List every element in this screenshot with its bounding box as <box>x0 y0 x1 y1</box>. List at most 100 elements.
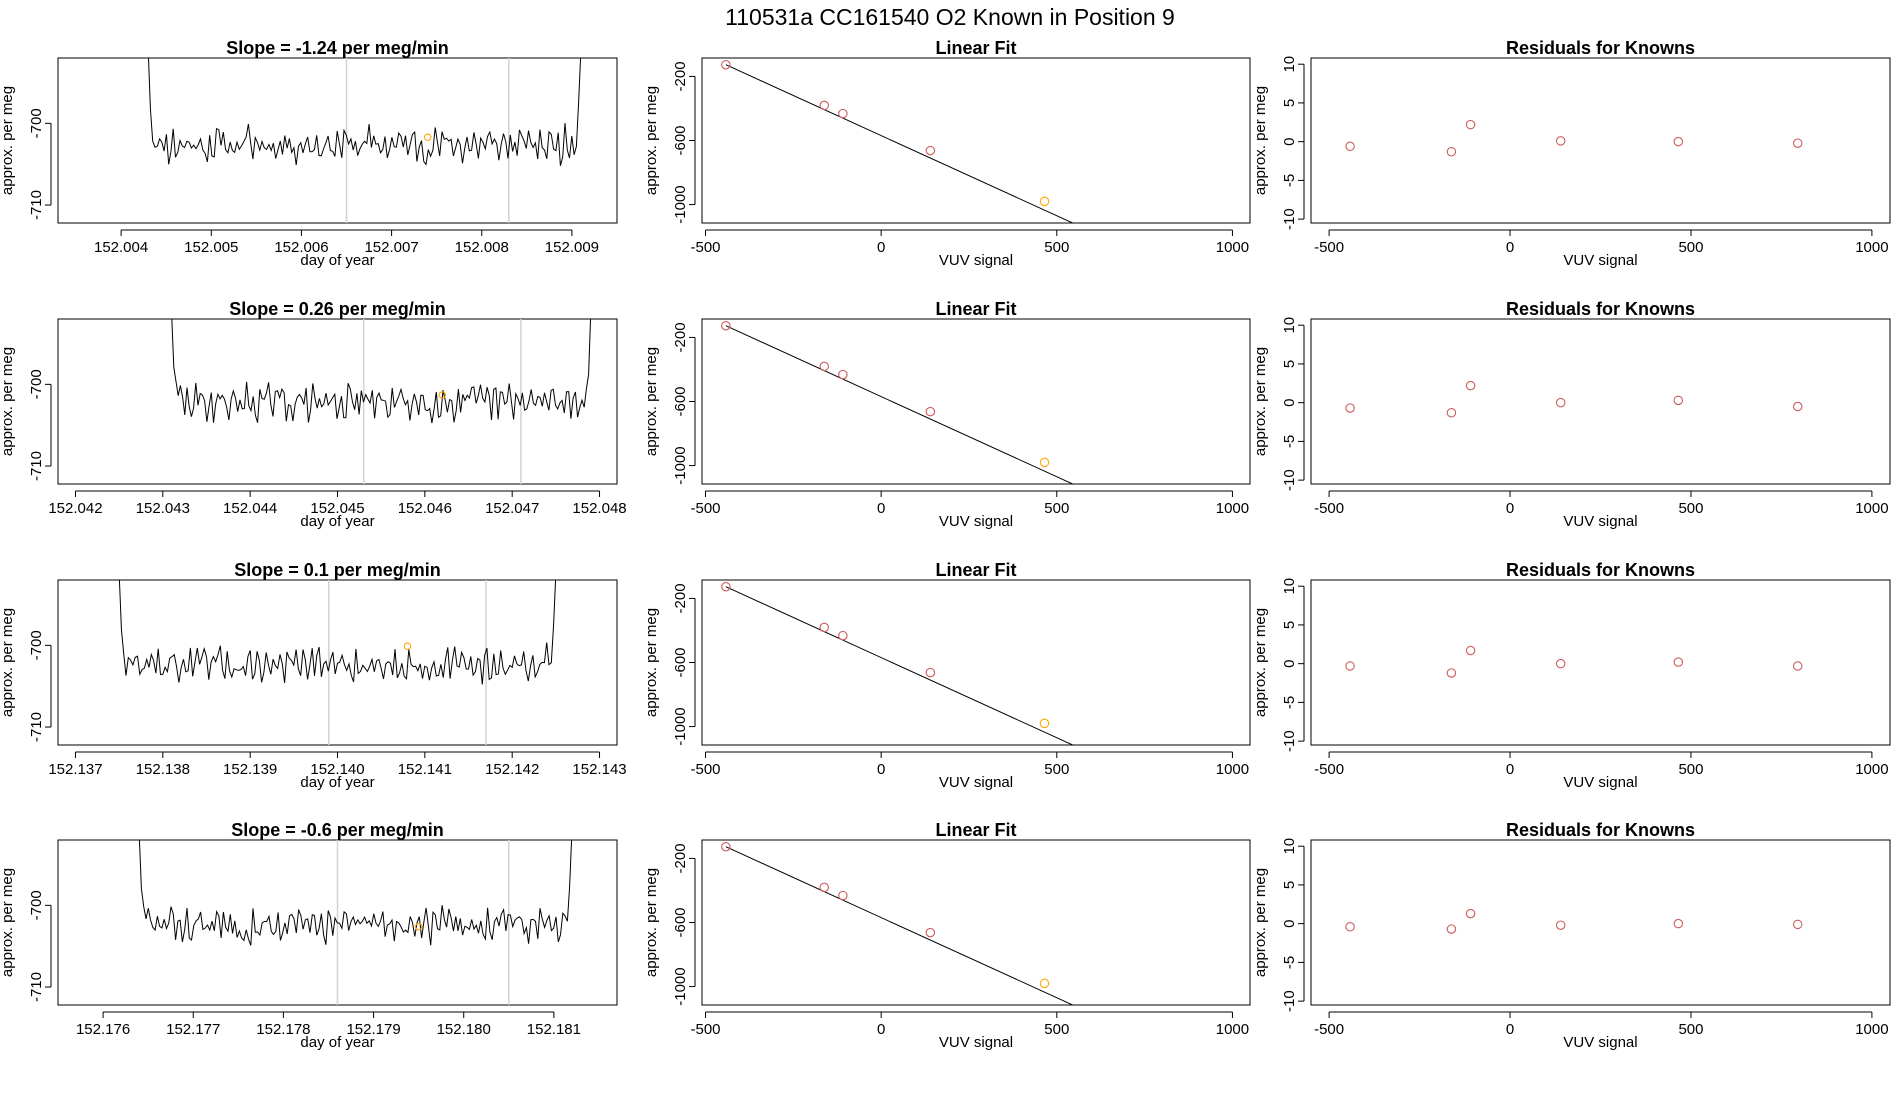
y-tick-label: 0 <box>1281 659 1298 667</box>
x-tick-label: 1000 <box>1855 239 1888 256</box>
panel-3-3: Residuals for Knowns -500 0 500 1000 VUV sign… <box>1252 560 1891 791</box>
plot-frame <box>1310 839 1891 1006</box>
plot-area <box>721 581 1164 777</box>
panel-2-1: Slope = 0.26 per meg/min 152.042 152.043 15… <box>0 299 627 530</box>
x-axis-label: VUV signal <box>939 513 1013 530</box>
y-tick-label: -700 <box>28 890 45 920</box>
panel-title: Slope = 0.26 per meg/min <box>229 299 446 319</box>
x-tick-label: -500 <box>1314 500 1344 517</box>
panel-title: Slope = 0.1 per meg/min <box>234 560 441 580</box>
plot-area <box>721 841 1074 1005</box>
x-tick-label: 1000 <box>1855 500 1888 517</box>
plot-area <box>721 59 1074 223</box>
plot-frame <box>1310 318 1891 485</box>
x-tick-label: 152.140 <box>310 761 364 778</box>
data-point <box>1555 920 1566 930</box>
y-axis-label: approx. per meg <box>0 86 16 195</box>
x-tick-label: 500 <box>1678 1021 1703 1038</box>
y-axis-label: approx. per meg <box>1252 347 1269 456</box>
plot-area <box>1345 119 1803 157</box>
x-axis-label: day of year <box>300 252 374 269</box>
data-point <box>1345 922 1355 932</box>
plot-frame <box>701 839 1251 1006</box>
x-tick-label: 152.048 <box>572 500 626 517</box>
y-tick-label: -200 <box>672 843 689 873</box>
x-axis-label: VUV signal <box>1563 1034 1637 1051</box>
data-point <box>721 841 731 852</box>
y-tick-label: 5 <box>1281 99 1298 107</box>
data-point <box>1792 661 1803 671</box>
x-tick-label: 0 <box>877 761 885 778</box>
y-tick-label: 10 <box>1281 56 1298 73</box>
highlight-point <box>423 133 432 141</box>
plot-frame <box>701 57 1251 224</box>
x-tick-label: 0 <box>877 1021 885 1038</box>
x-tick-label: 152.042 <box>48 500 102 517</box>
y-tick-label: -710 <box>28 451 45 481</box>
data-point <box>1465 908 1476 919</box>
x-tick-label: 0 <box>877 500 885 517</box>
x-tick-label: 0 <box>1506 239 1514 256</box>
fit-line <box>725 325 1074 484</box>
panel-title: Linear Fit <box>935 820 1016 840</box>
data-point <box>1345 141 1355 152</box>
data-point <box>1792 138 1803 148</box>
y-tick-label: -710 <box>28 190 45 220</box>
x-tick-label: 152.177 <box>166 1021 220 1038</box>
y-tick-label: 0 <box>1281 919 1298 927</box>
x-tick-label: 152.009 <box>545 239 599 256</box>
fit-line <box>725 586 1074 745</box>
x-tick-label: 0 <box>1506 1021 1514 1038</box>
y-tick-label: 10 <box>1281 838 1298 855</box>
plot-frame <box>701 318 1251 485</box>
x-tick-label: 152.004 <box>94 239 148 256</box>
y-tick-label: 5 <box>1281 360 1298 368</box>
signal-trace <box>118 580 557 685</box>
data-point <box>1446 407 1457 418</box>
plot-area <box>138 840 573 1005</box>
y-tick-label: -200 <box>672 61 689 91</box>
x-tick-label: -500 <box>1314 239 1344 256</box>
plot-area <box>1345 908 1803 934</box>
x-tick-label: 152.006 <box>274 239 328 256</box>
y-tick-label: -600 <box>672 907 689 937</box>
x-tick-label: 0 <box>1506 500 1514 517</box>
panel-title: Residuals for Knowns <box>1506 820 1695 840</box>
data-point <box>1673 136 1684 147</box>
panel-3-1: Slope = 0.1 per meg/min 152.137 152.138 152… <box>0 560 627 791</box>
y-tick-label: -10 <box>1281 208 1298 230</box>
panel-title: Residuals for Knowns <box>1506 299 1695 319</box>
y-axis-label: approx. per meg <box>643 868 660 977</box>
plot-frame <box>57 579 618 746</box>
y-axis-label: approx. per meg <box>643 608 660 717</box>
highlight-point <box>403 642 412 650</box>
x-tick-label: 1000 <box>1855 1021 1888 1038</box>
y-tick-label: -10 <box>1281 990 1298 1012</box>
y-tick-label: -710 <box>28 972 45 1002</box>
x-tick-label: 0 <box>877 239 885 256</box>
data-point <box>925 927 936 938</box>
data-point <box>1156 769 1164 777</box>
plot-area <box>1345 380 1803 418</box>
y-axis-label: approx. per meg <box>1252 86 1269 195</box>
signal-trace <box>148 58 582 166</box>
x-tick-label: 152.180 <box>437 1021 491 1038</box>
data-point <box>1555 658 1566 669</box>
plot-frame <box>1310 57 1891 224</box>
data-point <box>1465 380 1476 391</box>
y-tick-label: -10 <box>1281 730 1298 752</box>
y-axis-label: approx. per meg <box>1252 868 1269 977</box>
y-axis-label: approx. per meg <box>643 86 660 195</box>
data-point <box>1673 657 1684 667</box>
x-tick-label: 1000 <box>1216 761 1249 778</box>
data-point <box>721 320 731 331</box>
data-point <box>838 890 848 901</box>
highlight-point <box>1039 978 1050 989</box>
y-tick-label: -600 <box>672 125 689 155</box>
signal-trace <box>138 840 573 946</box>
plot-frame <box>1310 579 1891 746</box>
y-tick-label: -1000 <box>672 707 689 745</box>
y-tick-label: -710 <box>28 712 45 742</box>
y-axis-label: approx. per meg <box>0 608 16 717</box>
panel-title: Slope = -1.24 per meg/min <box>226 38 449 58</box>
